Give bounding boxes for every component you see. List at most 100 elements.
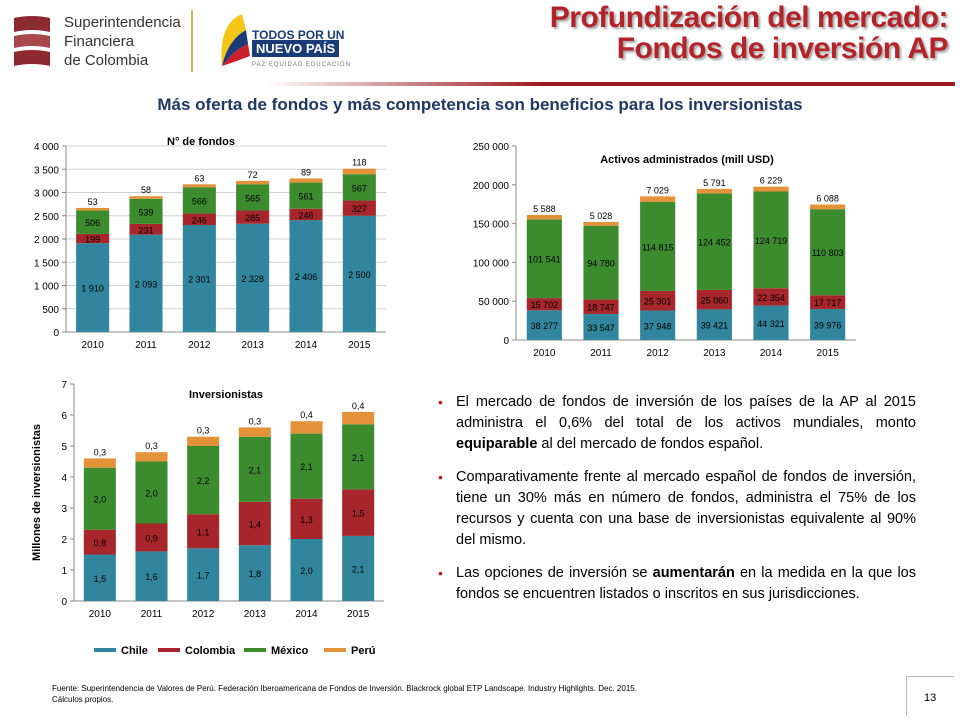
data-label: 2,1 <box>300 462 313 472</box>
data-label: 0,4 <box>352 401 365 411</box>
data-label: 101 541 <box>528 255 561 265</box>
bullet-1: • El mercado de fondos de inversión de lo… <box>436 392 916 455</box>
data-label: 2,1 <box>352 564 365 574</box>
y-tick-label: 0 <box>61 597 67 608</box>
legend-swatch <box>324 648 346 652</box>
bullet-3-text-a: Las opciones de inversión se <box>456 565 653 581</box>
bar-segment <box>343 169 376 174</box>
x-tick-label: 2015 <box>347 609 370 620</box>
y-tick-label: 0 <box>503 336 509 347</box>
data-label: 63 <box>194 173 204 183</box>
y-tick-label: 500 <box>42 305 59 316</box>
data-label: 0,3 <box>197 426 210 436</box>
bar-segment <box>236 181 269 184</box>
data-label: 246 <box>298 210 313 220</box>
bar-segment <box>84 458 116 467</box>
bar-segment <box>697 189 732 193</box>
data-label: 2,0 <box>145 489 158 499</box>
data-label: 0,3 <box>94 447 107 457</box>
data-label: 1,3 <box>300 515 313 525</box>
legend-label: Perú <box>351 645 375 657</box>
data-label: 1,8 <box>249 569 262 579</box>
data-label: 5 588 <box>533 204 556 214</box>
data-label: 5 028 <box>590 211 613 221</box>
bullet-list: • El mercado de fondos de inversión de lo… <box>436 392 916 617</box>
data-label: 2,0 <box>300 566 313 576</box>
y-tick-label: 3 <box>61 504 67 515</box>
source-line-1: Fuente: Superintendencia de Valores de P… <box>52 683 872 694</box>
bullet-3: • Las opciones de inversión se aumentarán… <box>436 563 916 605</box>
x-tick-label: 2010 <box>533 348 556 359</box>
data-label: 89 <box>301 167 311 177</box>
data-label: 124 719 <box>755 236 788 246</box>
data-label: 1,7 <box>197 571 210 581</box>
x-tick-label: 2015 <box>348 340 371 351</box>
sfc-emblem-icon <box>8 14 56 70</box>
data-label: 327 <box>352 204 367 214</box>
data-label: 25 301 <box>644 297 672 307</box>
todos-por-un-nuevo-pais-logo: TODOS POR UN NUEVO PAÍS PAZ EQUIDAD EDUC… <box>212 8 352 74</box>
data-label: 565 <box>245 193 260 203</box>
bullet-2-text: Comparativamente frente al mercado españ… <box>456 469 916 548</box>
x-tick-label: 2013 <box>703 348 726 359</box>
data-label: 566 <box>192 196 207 206</box>
data-label: 94 780 <box>587 259 615 269</box>
data-label: 2,2 <box>197 476 210 486</box>
data-label: 1,4 <box>249 520 262 530</box>
legend-swatch <box>94 648 116 652</box>
chart-numero-de-fondos: 05001 0001 5002 0002 5003 0003 5004 000 N… <box>20 128 400 356</box>
data-label: 6 088 <box>816 194 839 204</box>
page-number: 13 <box>924 692 936 704</box>
data-label: 33 547 <box>587 323 615 333</box>
y-tick-label: 5 <box>61 442 67 453</box>
x-tick-label: 2012 <box>647 348 670 359</box>
x-tick-label: 2011 <box>135 340 157 351</box>
data-label: 114 815 <box>642 242 674 252</box>
data-label: 53 <box>88 197 98 207</box>
data-label: 17 717 <box>814 298 842 308</box>
y-tick-label: 1 500 <box>34 258 59 269</box>
bar-segment <box>640 196 675 201</box>
data-label: 0,3 <box>145 441 158 451</box>
x-tick-label: 2010 <box>89 609 112 620</box>
y-tick-label: 3 000 <box>34 189 59 200</box>
bar-segment <box>290 421 322 433</box>
tpp-logo-tagline: PAZ EQUIDAD EDUCACIÓN <box>252 62 351 68</box>
data-label: 2 093 <box>135 279 158 289</box>
x-tick-label: 2014 <box>295 609 318 620</box>
bullet-2: • Comparativamente frente al mercado espa… <box>436 467 916 551</box>
data-label: 15 702 <box>531 300 559 310</box>
bar-segment <box>76 208 109 210</box>
y-tick-label: 4 <box>61 473 67 484</box>
x-tick-label: 2013 <box>242 340 265 351</box>
data-label: 1,5 <box>352 509 365 519</box>
legend-label: México <box>271 645 309 657</box>
sfc-logo-line-1: Superintendencia <box>64 14 181 31</box>
data-label: 1,6 <box>145 572 158 582</box>
x-tick-label: 2012 <box>192 609 215 620</box>
data-label: 1,5 <box>94 574 107 584</box>
y-tick-label: 7 <box>61 380 67 391</box>
sfc-logo-line-2: Financiera <box>64 33 134 50</box>
data-label: 0,9 <box>145 533 158 543</box>
sfc-logo: Superintendencia Financiera de Colombia <box>8 10 188 72</box>
legend-swatch <box>244 648 266 652</box>
bullet-1-text-b: al del mercado de fondos español. <box>537 436 763 452</box>
source-note: Fuente: Superintendencia de Valores de P… <box>52 683 872 705</box>
data-label: 44 321 <box>757 319 785 329</box>
data-label: 1,1 <box>197 527 210 537</box>
bar-segment <box>183 184 216 187</box>
bullet-dot-icon: • <box>438 392 443 413</box>
slide-title-line-2: Fondos de inversión AP <box>550 33 948 64</box>
source-line-2: Cálculos propios. <box>52 694 872 705</box>
y-tick-label: 150 000 <box>473 220 510 231</box>
data-label: 2 500 <box>348 270 371 280</box>
chart-activos-administrados: 0 50 000 100 000 150 000 200 000 250 000 Activ… <box>452 128 872 364</box>
bar-segment <box>583 222 618 226</box>
data-label: 2 328 <box>241 274 264 284</box>
data-label: 58 <box>141 185 151 195</box>
y-tick-label: 200 000 <box>473 181 510 192</box>
y-tick-label: 0 <box>53 328 59 339</box>
bullet-3-bold: aumentarán <box>653 565 735 581</box>
data-label: 246 <box>192 215 207 225</box>
